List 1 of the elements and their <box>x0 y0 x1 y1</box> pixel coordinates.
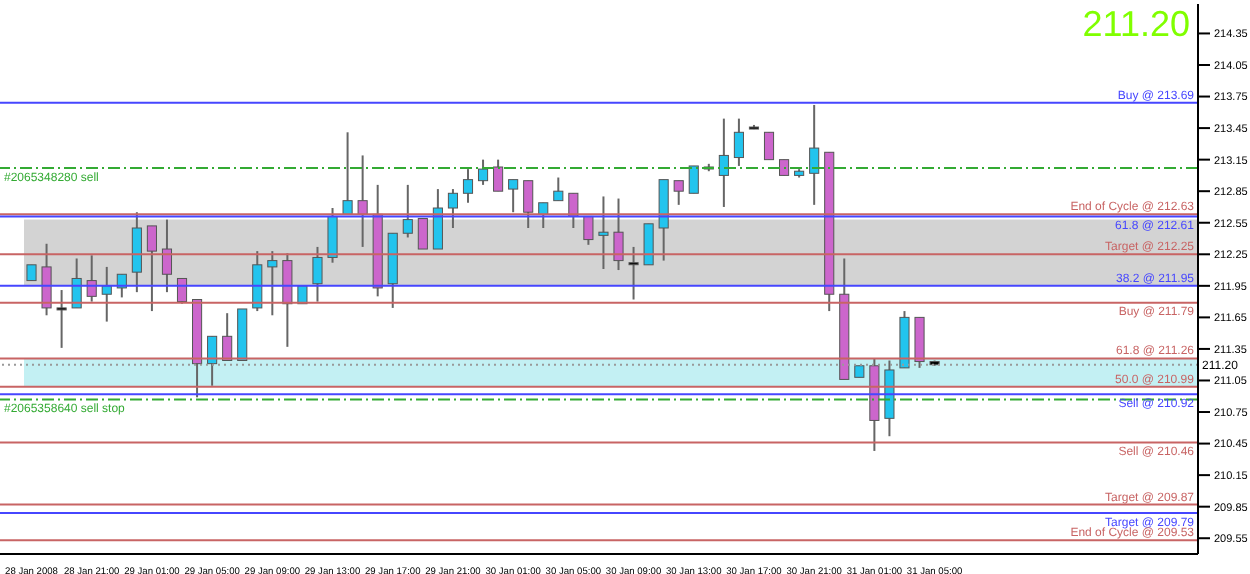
annotation: 211.20 <box>1082 4 1190 44</box>
